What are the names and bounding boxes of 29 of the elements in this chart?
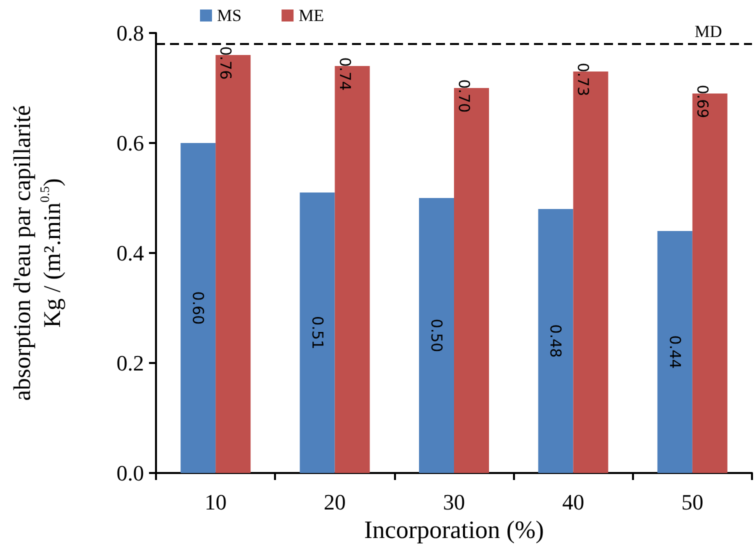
bar — [300, 192, 335, 473]
text: 0.6 — [116, 130, 144, 156]
data-label: 0.73 — [574, 62, 592, 96]
text: 0.8 — [116, 20, 144, 46]
x-tick-label: 20 — [324, 490, 346, 514]
x-tick-label: 30 — [443, 490, 465, 514]
legend-label: ME — [298, 6, 324, 25]
x-tick-label: 40 — [562, 490, 584, 514]
text: 0.4 — [116, 240, 144, 266]
bar — [180, 143, 216, 473]
data-label: 0.69 — [693, 84, 712, 118]
data-label: 0.60 — [189, 291, 208, 325]
x-tick-label: 50 — [681, 490, 704, 514]
data-label: 0.48 — [546, 324, 565, 358]
data-label: 0.74 — [336, 57, 354, 91]
legend-label: MS — [217, 6, 242, 25]
x-tick-label: 10 — [204, 490, 227, 514]
text: 0.2 — [116, 350, 144, 376]
text: 0.0 — [116, 460, 144, 486]
data-label: 0.76 — [216, 46, 235, 80]
data-label: 0.50 — [428, 318, 446, 352]
bar — [419, 198, 454, 473]
data-label: 0.70 — [455, 79, 473, 113]
x-axis-title: Incorporation (%) — [364, 517, 544, 544]
ref-line-label: MD — [694, 22, 722, 41]
data-label: 0.51 — [308, 316, 326, 350]
bar — [657, 231, 692, 473]
data-label: 0.44 — [666, 335, 684, 369]
bar — [538, 209, 574, 473]
